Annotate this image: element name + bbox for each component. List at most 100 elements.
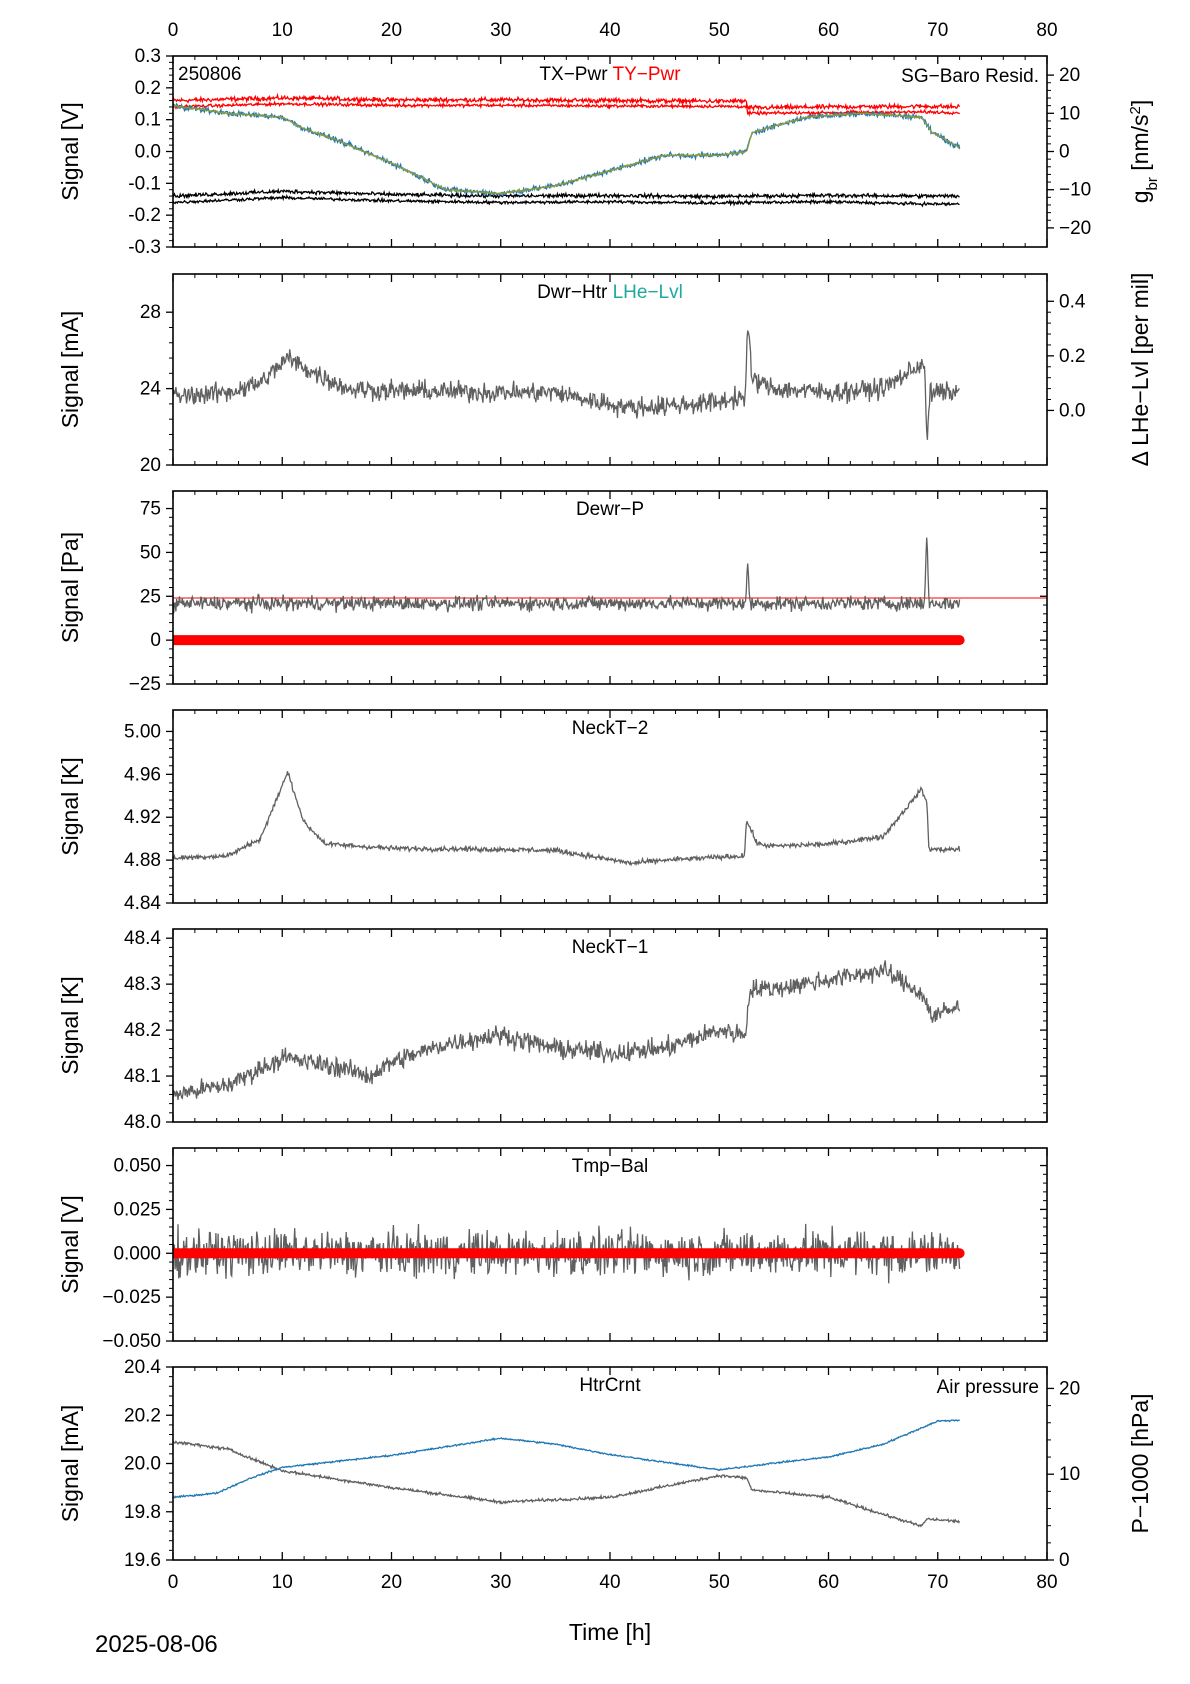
y-tick-label: -0.2: [128, 205, 161, 226]
series-line-2: [173, 1419, 961, 1499]
y-axis-label: Signal [mA]: [57, 311, 83, 429]
y-axis-label: Signal [K]: [57, 757, 83, 855]
y-right-tick-label: 0.2: [1059, 346, 1085, 367]
y-tick-label: 20.4: [124, 1357, 161, 1378]
y-axis-label: Signal [K]: [57, 976, 83, 1074]
y-tick-label: -0.3: [128, 237, 161, 258]
y-right-tick-label: −10: [1059, 180, 1091, 201]
y-right-tick-label: 0.0: [1059, 400, 1085, 421]
x-tick-label-top: 50: [709, 20, 730, 41]
y-tick-label: -0.1: [128, 173, 161, 194]
series-group: [173, 1419, 961, 1528]
y-tick-label: 4.88: [124, 850, 161, 871]
x-tick-label-bottom: 10: [272, 1572, 293, 1593]
series-line-1: [173, 537, 961, 614]
x-tick-label-top: 30: [490, 20, 511, 41]
series-group: [173, 960, 961, 1100]
y-tick-label: 20.2: [124, 1405, 161, 1426]
y-tick-label: 0.025: [113, 1199, 161, 1220]
x-tick-label-top: 0: [168, 20, 179, 41]
y-tick-label: 4.96: [124, 764, 161, 785]
x-tick-label-bottom: 40: [599, 1572, 620, 1593]
y-tick-label: 48.2: [124, 1020, 161, 1041]
panel-3: −25 0 25 50 75 Signal [Pa] Dewr−P: [57, 490, 1048, 695]
panel-title: NeckT−1: [572, 937, 649, 958]
series-group: [173, 771, 961, 867]
series-group: [173, 1223, 965, 1284]
y-tick-label: 0.000: [113, 1243, 161, 1264]
x-tick-label-bottom: 30: [490, 1572, 511, 1593]
x-tick-label-top: 10: [272, 20, 293, 41]
title-part: Dewr−P: [576, 499, 644, 520]
y-tick-label: 48.0: [124, 1112, 161, 1133]
y-right-tick-label: 0.4: [1059, 291, 1086, 312]
y-axis-label: Signal [mA]: [57, 1405, 83, 1523]
y-tick-label: 4.92: [124, 807, 161, 828]
panel-5: 48.0 48.1 48.2 48.3 48.4 Signal [K] NeckT−1: [57, 928, 1048, 1133]
figure-date: 2025-08-06: [95, 1631, 218, 1658]
y-right-tick-label: 20: [1059, 1378, 1080, 1399]
series-line-1: [173, 1440, 961, 1528]
series-line-4: [173, 193, 960, 208]
panel-annotation: 250806: [178, 64, 241, 85]
y-right-tick-label: 10: [1059, 103, 1080, 124]
title-part: Tmp−Bal: [572, 1156, 649, 1177]
series-group: [173, 537, 965, 646]
panel-2: 20 24 28 0.0 0.2 0.4 Signal [mA] Δ LHe−Lvl [per…: [57, 273, 1153, 476]
y-tick-label: −0.050: [102, 1331, 161, 1352]
x-axis-label: Time [h]: [569, 1619, 651, 1645]
x-tick-label-bottom: 20: [381, 1572, 402, 1593]
y-axis-label: Signal [V]: [57, 102, 83, 200]
bottom-x-axis: 0 10 20 30 40 50 60 70 80: [168, 1572, 1058, 1593]
x-tick-label-top: 20: [381, 20, 402, 41]
series-line-1: [173, 960, 961, 1100]
y-tick-label: −25: [129, 674, 161, 695]
y-tick-label: 48.1: [124, 1066, 161, 1087]
y-tick-label: 4.84: [124, 893, 161, 914]
top-x-axis: 0 10 20 30 40 50 60 70 80: [168, 20, 1058, 41]
panel-title: Dwr−Htr LHe−Lvl: [537, 282, 683, 303]
y-tick-label: 0.3: [135, 46, 161, 67]
y-tick-label: 20.0: [124, 1454, 161, 1475]
x-tick-label-top: 80: [1036, 20, 1057, 41]
panels: -0.3 -0.2 -0.1 0.0 0.1 0.2 0.3 −20 −10 0 10 20 Signa…: [57, 46, 1161, 1571]
y-tick-label: 0.1: [135, 110, 161, 131]
title-part: NeckT−2: [572, 718, 649, 739]
y-axis-label-right: Δ LHe−Lvl [per mil]: [1127, 273, 1153, 467]
series-line-1: [173, 92, 961, 112]
y-axis-label: Signal [Pa]: [57, 532, 83, 643]
y-tick-label: 28: [140, 302, 161, 323]
y-tick-label: 5.00: [124, 721, 161, 742]
y-tick-label: 75: [140, 499, 161, 520]
y-tick-label: 0: [150, 630, 161, 651]
series-line-1: [173, 330, 960, 440]
series-line-1: [173, 771, 961, 867]
y-tick-label: 48.4: [124, 928, 161, 949]
title-part: TY−Pwr: [608, 64, 682, 85]
panel-1: -0.3 -0.2 -0.1 0.0 0.1 0.2 0.3 −20 −10 0 10 20 Signa…: [57, 46, 1161, 258]
y-tick-label: 0.050: [113, 1156, 161, 1177]
y-axis-label-right: P−1000 [hPa]: [1127, 1393, 1153, 1533]
title-part: NeckT−1: [572, 937, 649, 958]
title-part: Dwr−Htr: [537, 282, 608, 303]
y-tick-label: 25: [140, 586, 161, 607]
y-tick-label: 48.3: [124, 974, 161, 995]
title-part: HtrCrnt: [579, 1375, 641, 1396]
x-tick-label-bottom: 80: [1036, 1572, 1057, 1593]
panel-title: TX−Pwr TY−Pwr: [539, 64, 681, 85]
panel-6: −0.050 −0.025 0.000 0.025 0.050 Signal [V] Tmp…: [57, 1147, 1048, 1352]
panel-title: HtrCrnt: [579, 1375, 641, 1396]
y-axis-label: Signal [V]: [57, 1195, 83, 1293]
y-right-tick-label: −20: [1059, 218, 1091, 239]
y-tick-label: −0.025: [102, 1287, 161, 1308]
y-tick-label: 20: [140, 455, 161, 476]
y-right-tick-label: 10: [1059, 1464, 1080, 1485]
series-line-3: [173, 187, 960, 201]
x-tick-label-bottom: 60: [818, 1572, 839, 1593]
panel-title: Dewr−P: [576, 499, 644, 520]
series-group: [173, 330, 960, 440]
y-tick-label: 0.0: [135, 142, 161, 163]
panel-7: 19.6 19.8 20.0 20.2 20.4 0 10 20 Signal [mA] P−10…: [57, 1357, 1153, 1571]
x-tick-label-top: 70: [927, 20, 948, 41]
